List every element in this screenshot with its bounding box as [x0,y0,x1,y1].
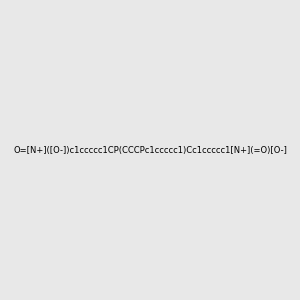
Text: O=[N+]([O-])c1ccccc1CP(CCCPc1ccccc1)Cc1ccccc1[N+](=O)[O-]: O=[N+]([O-])c1ccccc1CP(CCCPc1ccccc1)Cc1c… [13,146,287,154]
